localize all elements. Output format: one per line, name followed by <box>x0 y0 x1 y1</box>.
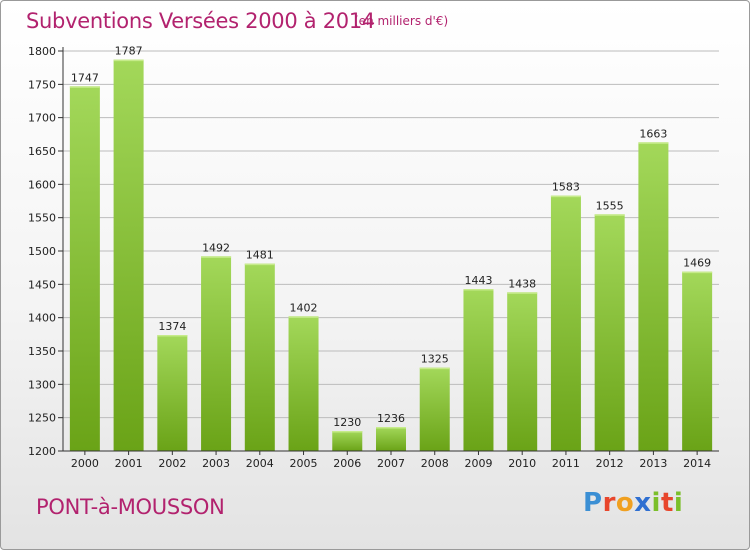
data-label-2004: 1481 <box>246 249 274 262</box>
data-label-2002: 1374 <box>158 320 186 333</box>
bars <box>69 59 713 452</box>
bar-top-highlight <box>550 195 581 198</box>
data-label-2009: 1443 <box>464 274 492 287</box>
x-tick-label: 2005 <box>290 457 318 470</box>
bar-2002 <box>157 335 188 451</box>
bar-top-highlight <box>288 316 319 318</box>
y-tick-label: 1600 <box>28 178 56 191</box>
y-tick-label: 1800 <box>28 45 56 58</box>
y-tick-label: 1400 <box>28 312 56 325</box>
x-tick-label: 2001 <box>115 457 143 470</box>
axes: 1200 1250 1300 1350 1400 1450 1500 1550 1600 1650… <box>28 45 719 470</box>
bar-2013 <box>638 142 669 452</box>
bar-2004 <box>244 263 275 451</box>
x-tick-label: 2009 <box>464 457 492 470</box>
bar-top-highlight <box>157 335 188 337</box>
bar-2012 <box>594 214 625 451</box>
bar-2008 <box>419 367 450 451</box>
bar-top-highlight <box>376 427 406 429</box>
data-label-2011: 1583 <box>552 181 580 194</box>
bar-top-highlight <box>332 431 363 433</box>
x-tick-label: 2006 <box>333 457 361 470</box>
x-tick-label: 2012 <box>596 457 624 470</box>
bar-2001 <box>113 59 144 452</box>
x-tick-label: 2010 <box>508 457 536 470</box>
bar-top-highlight <box>638 142 669 144</box>
x-tick-label: 2002 <box>158 457 186 470</box>
data-label-2001: 1787 <box>115 45 143 58</box>
y-tick-label: 1300 <box>28 378 56 391</box>
data-label-2010: 1438 <box>508 277 536 290</box>
bar-top-highlight <box>419 367 450 370</box>
bar-2010 <box>507 292 538 451</box>
bar-2014 <box>682 271 713 451</box>
data-label-2005: 1402 <box>290 301 318 314</box>
chart-title: Subventions Versées 2000 à 2014 <box>26 9 375 33</box>
y-tick-label: 1200 <box>28 445 56 458</box>
bar-top-highlight <box>682 271 713 274</box>
city-name: PONT-à-MOUSSON <box>36 495 225 519</box>
bar-2005 <box>288 316 319 451</box>
bar-2009 <box>463 289 494 451</box>
data-label-2007: 1236 <box>377 412 405 425</box>
x-tick-label: 2014 <box>683 457 711 470</box>
data-label-2014: 1469 <box>683 257 711 270</box>
bar-top-highlight <box>69 86 100 88</box>
x-tick-label: 2007 <box>377 457 405 470</box>
chart-subtitle: (en milliers d'€) <box>354 14 449 28</box>
data-label-2006: 1230 <box>333 416 361 429</box>
y-tick-label: 1450 <box>28 278 56 291</box>
bar-2006 <box>332 431 363 451</box>
data-label-2000: 1747 <box>71 71 99 84</box>
y-tick-label: 1250 <box>28 412 56 425</box>
bar-top-highlight <box>244 263 275 266</box>
y-tick-label: 1750 <box>28 78 56 91</box>
data-label-2008: 1325 <box>421 353 449 366</box>
data-label-2003: 1492 <box>202 241 230 254</box>
y-tick-label: 1650 <box>28 145 56 158</box>
x-tick-label: 2004 <box>246 457 274 470</box>
bar-2007 <box>376 427 406 451</box>
y-tick-label: 1350 <box>28 345 56 358</box>
proxiti-logo: Proxiti <box>583 488 684 518</box>
bar-2003 <box>201 256 232 451</box>
bar-top-highlight <box>201 256 232 258</box>
bar-top-highlight <box>507 292 538 294</box>
x-tick-label: 2000 <box>71 457 99 470</box>
x-tick-label: 2013 <box>639 457 667 470</box>
bar-top-highlight <box>594 214 625 216</box>
data-labels: 1747 1787 1374 1492 1481 1402 1230 1236 1325 1443… <box>71 45 711 429</box>
data-label-2013: 1663 <box>639 127 667 140</box>
bar-top-highlight <box>463 289 494 291</box>
bar-top-highlight <box>113 59 144 62</box>
bar-2011 <box>550 195 581 451</box>
x-tick-label: 2003 <box>202 457 230 470</box>
y-tick-label: 1550 <box>28 212 56 225</box>
y-tick-label: 1700 <box>28 112 56 125</box>
x-tick-label: 2011 <box>552 457 580 470</box>
y-tick-label: 1500 <box>28 245 56 258</box>
x-tick-label: 2008 <box>421 457 449 470</box>
data-label-2012: 1555 <box>596 199 624 212</box>
bar-2000 <box>69 86 100 451</box>
